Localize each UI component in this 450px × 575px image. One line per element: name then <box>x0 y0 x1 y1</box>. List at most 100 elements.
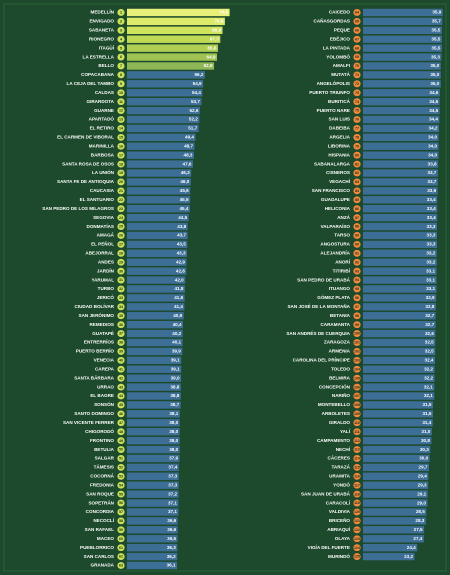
bar <box>363 472 429 480</box>
value-label: 32,7 <box>425 313 434 318</box>
rank-badge <box>353 419 361 427</box>
bar <box>363 267 437 275</box>
bar <box>127 535 178 543</box>
bar <box>363 26 442 34</box>
rank-label: 55 <box>119 492 123 496</box>
rank-badge <box>117 419 125 427</box>
category-label: VIGÍA DEL FUERTE <box>308 543 350 550</box>
value-label: 35,0 <box>430 81 439 86</box>
rank-badge <box>117 71 125 79</box>
category-label: SABANALARGA <box>314 161 351 166</box>
bar <box>127 365 182 373</box>
bar <box>363 294 437 302</box>
rank-label: 10 <box>119 91 123 95</box>
value-label: 39,0 <box>171 375 180 380</box>
rank-label: 51 <box>119 457 123 461</box>
category-label: SAN CARLOS <box>84 554 114 559</box>
bar <box>363 8 443 17</box>
category-label: DONMATÍAS <box>87 222 114 229</box>
rank-label: 64 <box>355 11 359 15</box>
value-label: 33,4 <box>427 215 436 220</box>
rank-badge <box>353 339 361 346</box>
rank-badge <box>353 526 361 534</box>
value-label: 33,2 <box>426 251 435 256</box>
bar <box>363 356 435 365</box>
category-label: CAUCASIA <box>90 188 115 193</box>
rank-badge <box>353 374 361 382</box>
rank-badge <box>117 517 125 525</box>
rank-badge <box>117 321 125 329</box>
rank-badge <box>117 89 125 97</box>
category-label: BELLO <box>98 63 114 68</box>
rank-badge <box>117 169 125 177</box>
value-label: 38,0 <box>169 447 178 452</box>
bar <box>363 481 429 489</box>
value-label: 56,2 <box>194 72 203 77</box>
rank-label: 99 <box>355 323 359 327</box>
category-label: GIRARDOTA <box>87 99 115 104</box>
rank-label: 34 <box>119 305 123 309</box>
bar <box>363 35 442 43</box>
value-label: 44,5 <box>178 215 187 220</box>
category-label: BETANIA <box>330 313 351 318</box>
category-label: BELMIRA <box>329 375 351 380</box>
bar <box>363 240 437 249</box>
rank-label: 43 <box>119 385 123 389</box>
bar <box>363 71 441 79</box>
rank-badge <box>353 62 361 70</box>
rank-badge <box>353 463 361 471</box>
rank-badge <box>117 490 125 498</box>
rank-label: 120 <box>354 510 360 514</box>
category-label: TARAZÁ <box>331 464 350 470</box>
rank-badge <box>353 44 361 52</box>
bar <box>127 356 182 365</box>
rank-label: 24 <box>119 216 123 220</box>
category-label: PUERTO BERRÍO <box>76 347 115 354</box>
category-label: CAREPA <box>95 366 115 371</box>
rank-label: 47 <box>119 421 123 425</box>
frame <box>3 3 447 572</box>
value-label: 32,4 <box>425 358 434 363</box>
rank-badge <box>353 240 361 248</box>
value-label: 40,4 <box>173 322 182 327</box>
value-label: 31,5 <box>423 411 432 416</box>
rank-label: 57 <box>119 510 123 514</box>
category-label: CÁCERES <box>328 455 350 461</box>
rank-label: 117 <box>354 483 360 487</box>
rank-label: 28 <box>119 251 123 255</box>
rank-badge <box>117 196 125 204</box>
value-label: 33,1 <box>426 286 435 291</box>
bar <box>363 62 441 70</box>
rank-label: 58 <box>119 519 123 523</box>
rank-badge <box>353 410 361 418</box>
rank-badge <box>117 142 125 150</box>
bar <box>363 454 430 463</box>
rank-badge <box>353 356 361 364</box>
bar <box>363 410 433 418</box>
value-label: 33,2 <box>426 259 435 264</box>
rank-badge <box>117 53 125 61</box>
rank-label: 83 <box>355 180 359 184</box>
rank-badge <box>353 383 361 391</box>
bar <box>127 517 178 525</box>
value-label: 45,6 <box>180 188 189 193</box>
rank-label: 52 <box>119 466 123 470</box>
value-label: 41,8 <box>175 286 184 291</box>
value-label: 37,4 <box>168 465 177 470</box>
bar <box>127 276 186 284</box>
value-label: 32,5 <box>425 340 434 345</box>
bar <box>127 258 187 266</box>
rank-badge <box>353 35 361 43</box>
value-label: 32,5 <box>425 349 434 354</box>
value-label: 32,6 <box>425 331 434 336</box>
rank-badge <box>353 553 361 560</box>
bar <box>363 517 426 525</box>
rank-badge <box>353 187 361 195</box>
value-label: 23,2 <box>404 554 413 559</box>
bar <box>363 535 424 543</box>
value-label: 38,0 <box>169 420 178 425</box>
value-label: 33,6 <box>427 188 436 193</box>
category-label: EBÉJICO <box>330 34 351 41</box>
rank-badge <box>353 544 361 552</box>
bar <box>127 8 230 17</box>
